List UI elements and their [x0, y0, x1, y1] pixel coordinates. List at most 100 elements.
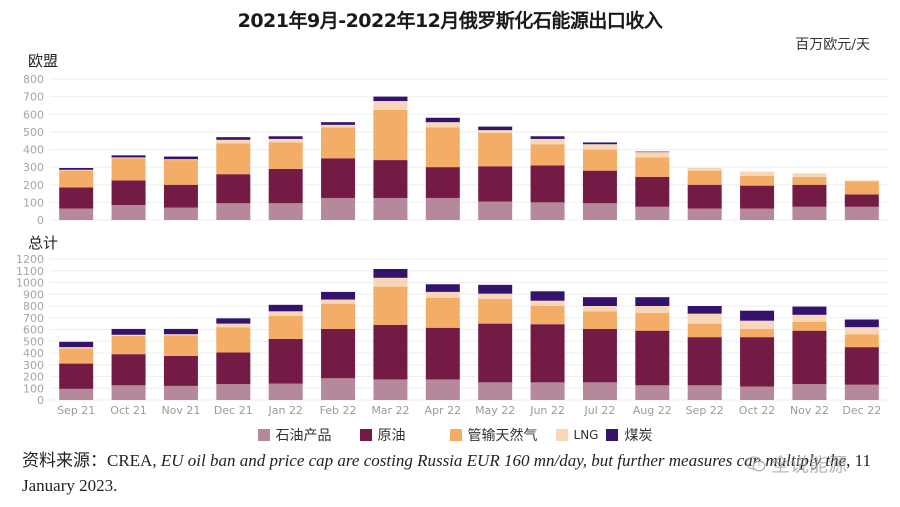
bar-segment: [635, 306, 670, 314]
bar-segment: [111, 205, 146, 220]
bar-segment: [373, 324, 408, 380]
bar-segment: [425, 127, 460, 168]
bar-segment: [373, 379, 408, 400]
bar-segment: [111, 385, 146, 400]
y-tick-label: 0: [37, 394, 44, 407]
y-tick-label: 1100: [16, 265, 44, 278]
x-tick-label: Aug 22: [633, 404, 672, 417]
bar-segment: [268, 136, 303, 139]
y-tick-label: 300: [23, 359, 44, 372]
bar-segment: [111, 335, 146, 355]
x-tick-label: Oct 21: [110, 404, 147, 417]
bar-segment: [111, 328, 146, 335]
bar-segment: [425, 122, 460, 128]
bar-segment: [373, 277, 408, 287]
bar-segment: [844, 384, 879, 400]
bar-segment: [582, 144, 617, 150]
bar-segment: [321, 122, 356, 125]
bar-segment: [216, 203, 251, 220]
y-tick-label: 200: [23, 371, 44, 384]
bar-segment: [425, 291, 460, 298]
bar-segment: [635, 297, 670, 306]
bar-segment: [321, 197, 356, 220]
bar-segment: [59, 208, 94, 220]
bar-segment: [216, 174, 251, 204]
source-prefix: 资料来源：CREA,: [22, 451, 161, 470]
bar-segment: [582, 328, 617, 383]
bar-segment: [635, 152, 670, 158]
eu-chart: 0 100 200 300 400 500 600 700 800: [23, 73, 888, 227]
bar-segment: [635, 151, 670, 153]
bar-segment: [268, 138, 303, 143]
bar-segment: [321, 378, 356, 400]
bar-segment: [740, 337, 775, 387]
bar-segment: [582, 311, 617, 329]
bar-segment: [582, 306, 617, 312]
bar-segment: [425, 297, 460, 328]
bar-segment: [111, 157, 146, 159]
bar-segment: [163, 184, 198, 208]
bar-segment: [687, 313, 722, 324]
x-tick-label: Apr 22: [425, 404, 462, 417]
y-tick-label: 300: [23, 161, 44, 174]
bar-segment: [216, 137, 251, 140]
bar-segment: [478, 126, 513, 131]
y-tick-label: 1200: [16, 253, 44, 266]
bar-segment: [740, 171, 775, 176]
bar-segment: [844, 319, 879, 328]
bar-segment: [740, 310, 775, 321]
bar-segment: [635, 330, 670, 386]
bar-segment: [478, 201, 513, 220]
legend-swatch: [257, 429, 270, 441]
bar-segment: [59, 347, 94, 349]
bar-segment: [740, 386, 775, 400]
bar-segment: [163, 385, 198, 400]
bar-segment: [792, 173, 827, 177]
bar-segment: [425, 167, 460, 198]
panel-label-eu: 欧盟: [28, 52, 59, 70]
bar-segment: [582, 203, 617, 220]
bar-segment: [321, 303, 356, 329]
bar-segment: [425, 197, 460, 220]
bar-segment: [792, 321, 827, 331]
bar-segment: [216, 323, 251, 328]
bar-segment: [163, 156, 198, 160]
legend-swatch: [359, 429, 372, 441]
bar-segment: [530, 136, 565, 139]
bar-segment: [216, 139, 251, 144]
legend-swatch: [606, 429, 619, 441]
x-tick-label: Nov 21: [161, 404, 200, 417]
y-tick-label: 900: [23, 288, 44, 301]
legend-label: LNG: [573, 428, 599, 442]
bar-segment: [530, 291, 565, 301]
bar-segment: [740, 175, 775, 186]
y-tick-label: 800: [23, 300, 44, 313]
bar-segment: [373, 96, 408, 102]
x-tick-label: Mar 22: [371, 404, 409, 417]
x-tick-label: Sep 22: [686, 404, 724, 417]
legend-item-coal: 煤炭: [606, 425, 652, 445]
bar-segment: [792, 176, 827, 185]
bar-segment: [425, 117, 460, 123]
bar-segment: [478, 382, 513, 400]
legend-item-crude-oil: 原油: [359, 425, 406, 445]
bar-segment: [792, 384, 827, 400]
bar-segment: [478, 323, 513, 383]
bar-segment: [425, 284, 460, 292]
bar-segment: [216, 327, 251, 353]
bar-segment: [425, 379, 460, 400]
bar-segment: [268, 203, 303, 220]
bar-segment: [163, 355, 198, 386]
legend-swatch: [555, 429, 568, 441]
bar-segment: [635, 313, 670, 331]
bar-segment: [373, 286, 408, 325]
bar-segment: [478, 293, 513, 299]
bar-segment: [635, 385, 670, 400]
bar-segment: [530, 144, 565, 166]
bar-segment: [163, 328, 198, 335]
bar-segment: [844, 347, 879, 385]
legend-label: 管输天然气: [467, 428, 538, 444]
x-tick-label: Oct 22: [739, 404, 776, 417]
bar-segment: [844, 327, 879, 335]
bar-segment: [59, 187, 94, 209]
